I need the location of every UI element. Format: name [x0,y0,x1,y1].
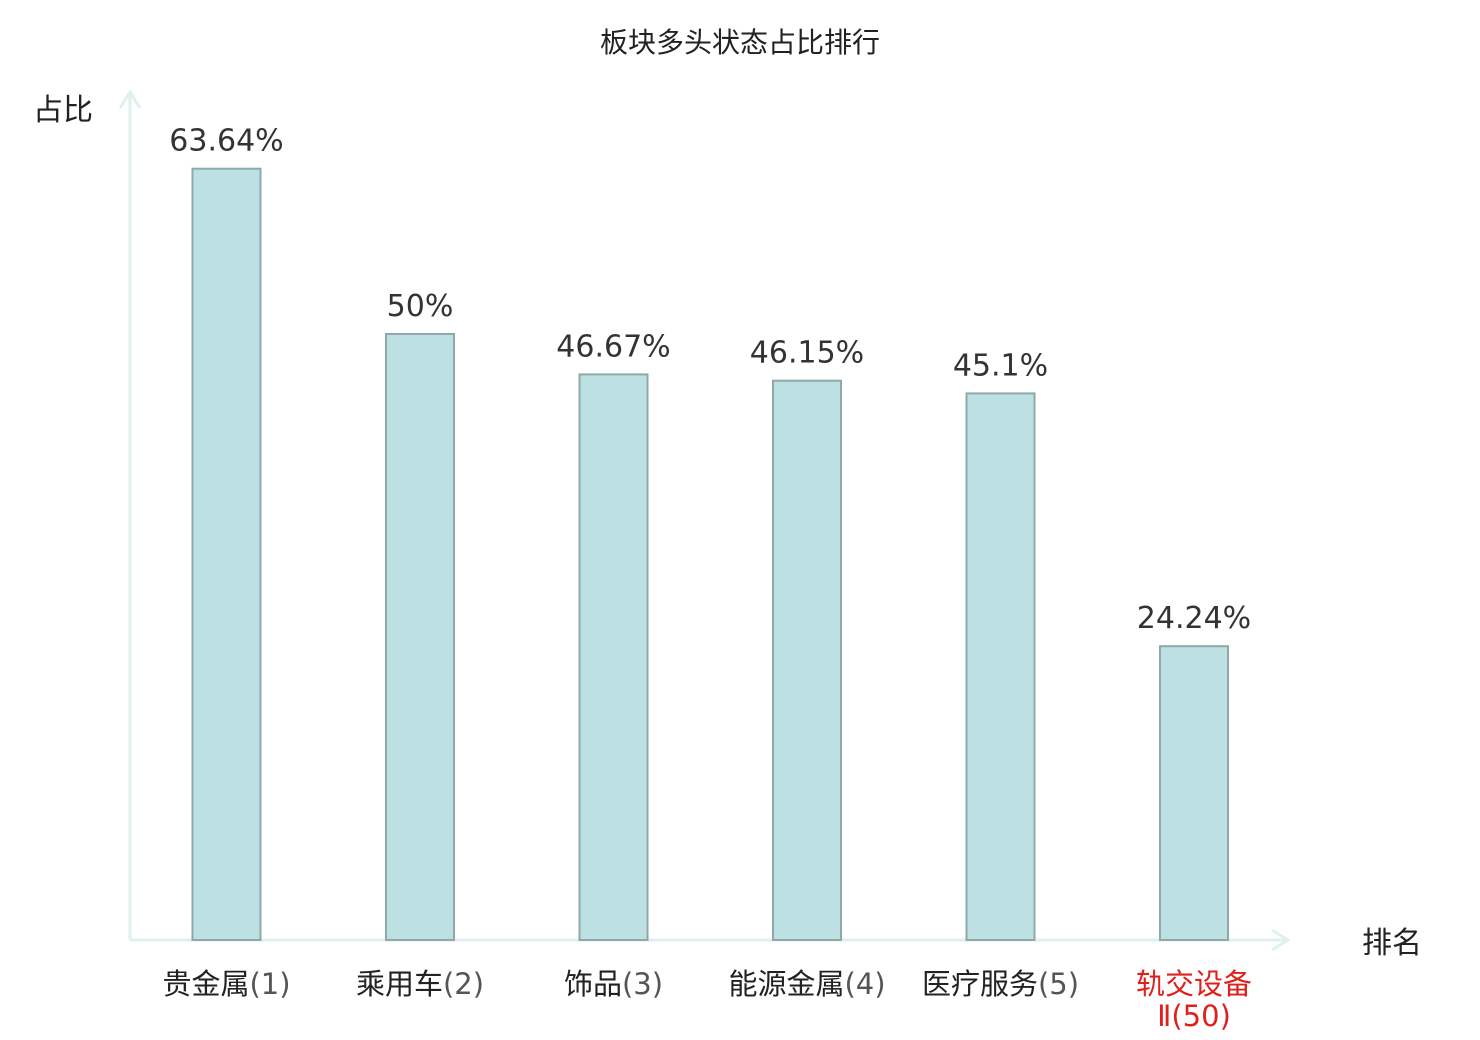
bar-value-label-6: 24.24% [1137,601,1251,636]
category-rank: Ⅱ(50) [1157,999,1231,1033]
x-axis-arrow [1271,928,1291,952]
bar-value-label-3: 46.67% [556,329,670,364]
category-rank: (5) [1038,967,1079,1001]
chart-title: 板块多头状态占比排行 [600,26,880,59]
x-axis-label: 排名 [1362,926,1422,961]
bar-5 [965,392,1036,941]
bar-value-label-2: 50% [387,289,454,324]
category-name: 能源金属 [728,967,844,1001]
category-rank: (1) [249,967,290,1001]
category-name: 乘用车 [356,967,443,1001]
category-label-6: 轨交设备 Ⅱ(50) [1136,967,1252,1033]
bar-value-label-1: 63.64% [169,124,283,159]
bar-value-label-5: 45.1% [953,348,1048,383]
category-name: 贵金属 [162,967,249,1001]
axes [118,89,1291,952]
value-labels-group: 63.64% 50% 46.67% 46.15% 45.1% 24.24% [169,124,1251,637]
category-name: 饰品 [564,967,622,1001]
bars-group [191,167,1229,941]
bar-value-label-4: 46.15% [750,336,864,371]
category-label-5: 医疗服务(5) [922,967,1079,1001]
category-name: 医疗服务 [922,967,1038,1001]
category-rank: (4) [844,967,885,1001]
bar-4 [772,379,842,941]
bar-3 [578,373,649,941]
bar-1 [191,167,262,941]
category-rank: (3) [622,967,663,1001]
category-name: 轨交设备 [1136,967,1252,1001]
category-label-3: 饰品(3) [564,967,663,1001]
y-axis-label: 占比 [33,93,93,128]
category-label-4: 能源金属(4) [728,967,885,1001]
bar-6 [1159,645,1229,941]
category-label-2: 乘用车(2) [356,967,484,1001]
category-labels-group: 贵金属(1) 乘用车(2) 饰品(3) 能源金属(4) 医疗服务(5) 轨交设备 Ⅱ(50) [162,967,1252,1033]
category-rank: (2) [443,967,484,1001]
category-label-1: 贵金属(1) [162,967,290,1001]
y-axis-arrow [118,89,142,109]
bar-2 [385,333,455,941]
